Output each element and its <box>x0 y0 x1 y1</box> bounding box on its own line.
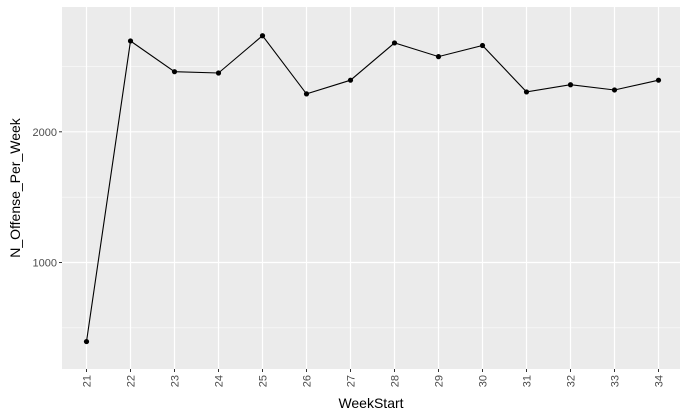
data-point <box>479 42 486 49</box>
data-point <box>567 82 574 88</box>
x-tick-label: 31 <box>522 375 534 387</box>
data-point <box>523 89 530 95</box>
plot-panel <box>62 7 680 369</box>
x-tick-label: 22 <box>126 375 138 387</box>
series-group <box>83 33 662 345</box>
x-tick-label: 34 <box>654 375 666 387</box>
data-point <box>435 54 442 60</box>
x-axis-title: WeekStart <box>338 395 403 411</box>
x-tick-label: 28 <box>390 375 402 387</box>
data-point <box>303 91 310 97</box>
y-axis-title: N_Offense_Per_Week <box>7 117 23 258</box>
x-tick-label: 30 <box>478 375 490 387</box>
y-axis-ticks: 1000 2000 <box>33 127 62 270</box>
data-point <box>171 69 178 75</box>
x-tick-label: 29 <box>434 375 446 387</box>
data-point <box>391 40 398 46</box>
y-tick-label: 1000 <box>33 258 57 270</box>
x-axis-ticks: 21 22 23 24 25 26 27 28 29 30 31 32 33 34 <box>82 369 666 387</box>
x-tick-label: 32 <box>566 375 578 387</box>
data-point <box>127 38 134 44</box>
data-point <box>611 87 618 93</box>
series-line <box>85 34 659 342</box>
data-point <box>83 338 90 345</box>
data-point <box>215 70 222 76</box>
x-tick-label: 24 <box>214 375 226 387</box>
x-tick-label: 25 <box>258 375 270 387</box>
x-tick-label: 26 <box>302 375 314 387</box>
y-tick-label: 2000 <box>33 127 57 139</box>
data-point <box>259 33 266 39</box>
x-tick-label: 27 <box>346 375 358 387</box>
x-tick-label: 23 <box>170 375 182 387</box>
x-tick-label: 21 <box>82 375 94 387</box>
data-point <box>655 77 662 83</box>
x-tick-label: 33 <box>610 375 622 387</box>
data-point <box>347 77 354 83</box>
grid-lines <box>62 7 680 369</box>
